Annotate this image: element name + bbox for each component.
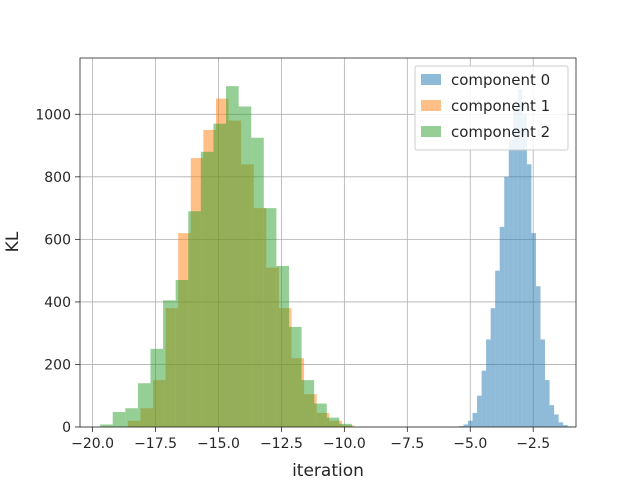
y-tick-label: 0 [62, 420, 71, 436]
legend-label: component 1 [451, 97, 550, 115]
histogram-bar [288, 326, 302, 427]
histogram-bar [112, 411, 126, 427]
y-tick-label: 800 [44, 170, 71, 186]
histogram-bar [554, 414, 559, 427]
histogram-bar [263, 208, 277, 427]
histogram-bar [463, 424, 468, 427]
histogram-bar [522, 114, 527, 427]
histogram-bar [549, 405, 555, 427]
x-tick-label: −12.5 [260, 436, 303, 452]
y-tick-label: 400 [44, 295, 71, 311]
histogram-bar [477, 395, 482, 427]
histogram-bar [531, 233, 536, 427]
axis-ticks: −20.0 −17.5 −15.0 −12.5 −10.0 −7.5 −5.0 −2.5 0 20… [35, 107, 550, 452]
histogram-bar [481, 370, 487, 427]
histogram-bar [558, 422, 564, 427]
histogram-bar [499, 226, 505, 427]
histogram-bar [200, 151, 214, 428]
x-tick-label: −7.5 [390, 436, 424, 452]
histogram-bar [251, 137, 264, 428]
x-axis-title: iteration [292, 461, 364, 480]
histogram-bar [100, 424, 113, 427]
histogram-bar [495, 270, 500, 427]
histogram-bar [150, 348, 164, 427]
series-component-0 [458, 89, 573, 428]
legend: component 0 component 1 component 2 [414, 65, 569, 151]
y-tick-label: 200 [44, 357, 71, 373]
histogram-bar [163, 300, 176, 427]
histogram-bar [526, 164, 532, 428]
histogram-bar [535, 286, 541, 427]
histogram-bar [314, 403, 327, 427]
histogram-bar [472, 412, 478, 427]
legend-swatch [421, 74, 441, 85]
x-tick-label: −2.5 [516, 436, 550, 452]
legend-label: component 0 [451, 71, 550, 89]
histogram-bar [213, 123, 227, 427]
legend-swatch [421, 100, 441, 111]
histogram-bar [504, 176, 509, 427]
series-component-2 [100, 86, 352, 428]
histogram-bar [508, 139, 514, 427]
histogram-bar [226, 86, 239, 427]
y-tick-label: 1000 [35, 107, 71, 123]
x-tick-label: −15.0 [197, 436, 240, 452]
histogram-bar [563, 425, 568, 427]
histogram-bar [175, 280, 189, 427]
y-tick-label: 600 [44, 232, 71, 248]
histogram-bar [339, 423, 352, 427]
histogram-bar [238, 106, 252, 427]
histogram-bar [301, 380, 315, 427]
histogram-bar [125, 408, 138, 427]
histogram-bar [137, 383, 151, 427]
histogram-bar [188, 211, 201, 427]
histogram-bars [100, 86, 573, 428]
histogram-bar [545, 380, 550, 427]
x-tick-label: −20.0 [71, 436, 114, 452]
histogram-bar [458, 426, 464, 427]
histogram-bar [276, 265, 289, 427]
legend-label: component 2 [451, 123, 550, 141]
legend-frame [414, 65, 569, 151]
histogram-bar [467, 420, 473, 427]
x-tick-label: −17.5 [134, 436, 177, 452]
histogram-bar [513, 104, 518, 428]
plot-frame [79, 57, 577, 428]
histogram-bar [326, 417, 340, 427]
histogram-bar [517, 89, 523, 428]
histogram-bar [486, 339, 491, 427]
histogram-bar [540, 339, 546, 427]
x-tick-label: −5.0 [453, 436, 487, 452]
x-tick-label: −10.0 [323, 436, 366, 452]
y-axis-title: KL [3, 231, 23, 252]
histogram-bar [490, 308, 496, 427]
legend-swatch [421, 126, 441, 137]
